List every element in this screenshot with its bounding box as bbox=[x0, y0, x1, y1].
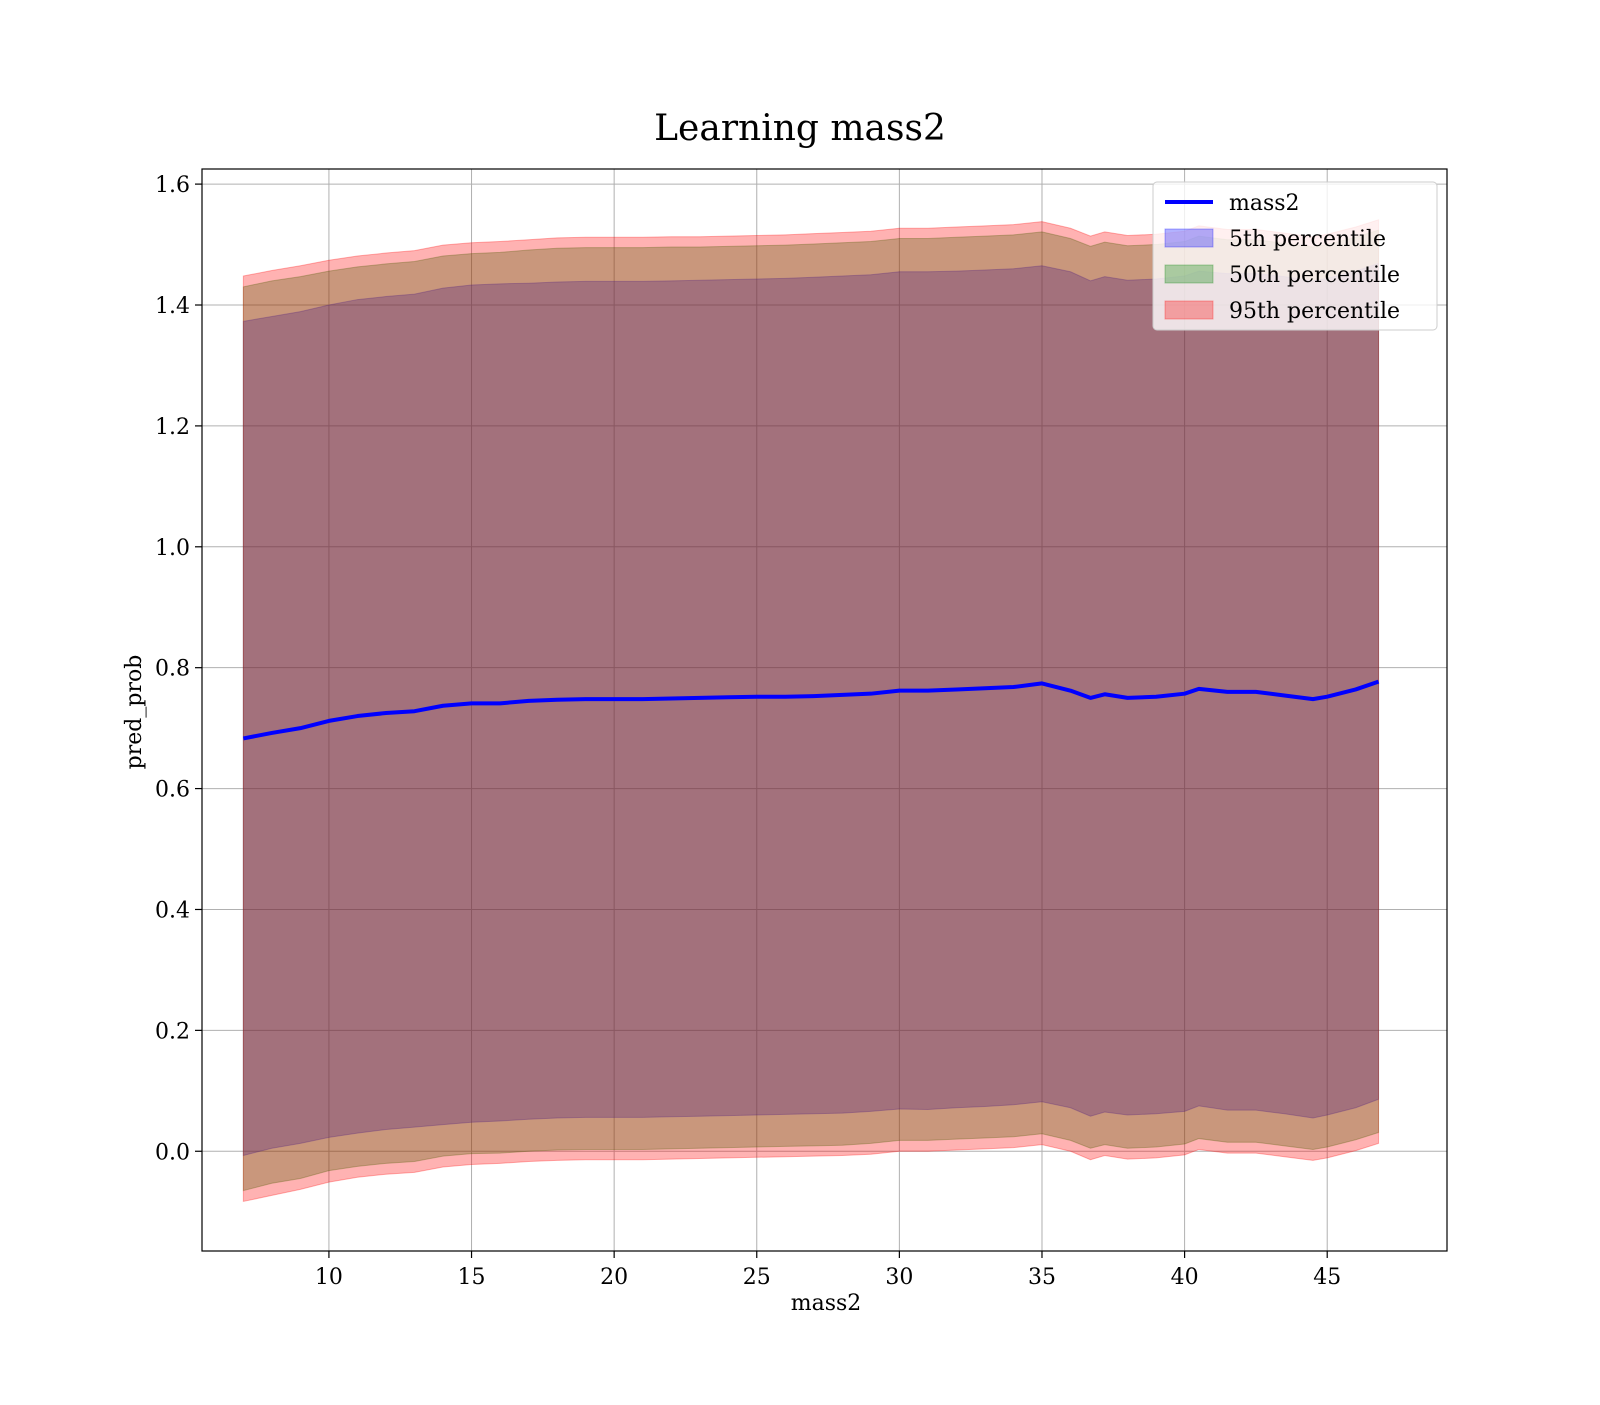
y-tick-label-1: 0.2 bbox=[155, 1019, 190, 1044]
band-5th-percentile bbox=[242, 262, 1380, 1157]
x-axis-ticks: 10 15 20 25 30 35 40 45 bbox=[315, 1251, 1341, 1290]
legend-label-3: 95th percentile bbox=[1229, 299, 1400, 324]
legend-label-1: 5th percentile bbox=[1229, 227, 1386, 252]
legend-label-0: mass2 bbox=[1229, 191, 1300, 216]
band-95th-percentile bbox=[242, 219, 1380, 1203]
y-axis-ticks: 0.0 0.2 0.4 0.6 0.8 1.0 1.2 1.4 1.6 bbox=[155, 173, 202, 1165]
y-tick-label-4: 0.8 bbox=[155, 657, 190, 682]
y-tick-label-6: 1.2 bbox=[155, 415, 190, 440]
plot-frame bbox=[201, 168, 1448, 1252]
y-tick-label-0: 0.0 bbox=[155, 1140, 190, 1165]
y-tick-label-2: 0.4 bbox=[155, 898, 190, 923]
percentile-bands bbox=[242, 219, 1380, 1203]
legend-swatch-2 bbox=[1164, 264, 1214, 284]
series-lines bbox=[242, 679, 1380, 741]
grid-lines bbox=[202, 169, 1447, 1251]
legend-box bbox=[1152, 181, 1438, 331]
x-tick-label-7: 45 bbox=[1313, 1265, 1341, 1290]
x-axis-label: mass2 bbox=[791, 1291, 862, 1316]
x-tick-label-1: 15 bbox=[458, 1265, 486, 1290]
x-tick-label-3: 25 bbox=[743, 1265, 771, 1290]
chart-title: Learning mass2 bbox=[654, 108, 946, 149]
x-tick-label-4: 30 bbox=[885, 1265, 913, 1290]
legend: mass2 5th percentile 50th percentile 95th p… bbox=[1152, 181, 1438, 331]
legend-swatch-3 bbox=[1164, 300, 1214, 320]
band-50th-percentile bbox=[242, 229, 1380, 1192]
x-tick-label-6: 40 bbox=[1171, 1265, 1199, 1290]
y-axis-label: pred_prob bbox=[122, 655, 147, 770]
line-mass2 bbox=[242, 679, 1380, 741]
y-tick-label-7: 1.4 bbox=[155, 294, 190, 319]
y-tick-label-5: 1.0 bbox=[155, 536, 190, 561]
x-tick-label-0: 10 bbox=[315, 1265, 343, 1290]
x-tick-label-5: 35 bbox=[1028, 1265, 1056, 1290]
y-tick-label-3: 0.6 bbox=[155, 778, 190, 803]
x-tick-label-2: 20 bbox=[600, 1265, 628, 1290]
y-tick-label-8: 1.6 bbox=[155, 173, 190, 198]
legend-label-2: 50th percentile bbox=[1229, 263, 1400, 288]
legend-swatch-1 bbox=[1164, 228, 1214, 248]
